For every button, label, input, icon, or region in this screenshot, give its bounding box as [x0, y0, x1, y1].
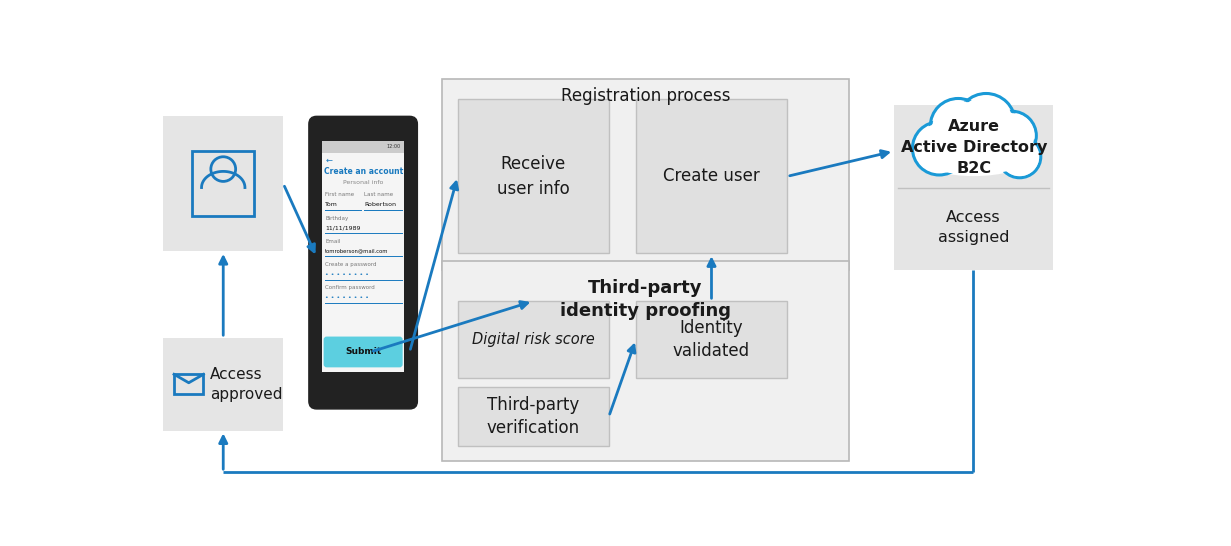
Text: First name: First name	[325, 192, 355, 198]
FancyBboxPatch shape	[442, 261, 849, 461]
FancyBboxPatch shape	[309, 116, 417, 409]
Circle shape	[933, 100, 984, 152]
Circle shape	[912, 122, 966, 175]
Circle shape	[990, 113, 1034, 158]
Text: Create a password: Create a password	[325, 262, 377, 266]
FancyBboxPatch shape	[636, 301, 787, 378]
Text: • • • • • • • •: • • • • • • • •	[325, 272, 369, 277]
Text: tomroberson@mail.com: tomroberson@mail.com	[325, 248, 389, 254]
FancyBboxPatch shape	[442, 79, 849, 270]
Text: Digital risk score: Digital risk score	[471, 332, 595, 347]
Ellipse shape	[922, 144, 1025, 175]
Text: Email: Email	[325, 239, 341, 244]
Text: Azure
Active Directory
B2C: Azure Active Directory B2C	[901, 118, 1048, 176]
Circle shape	[956, 93, 1016, 151]
FancyBboxPatch shape	[458, 99, 609, 253]
Circle shape	[998, 135, 1040, 178]
Text: Confirm password: Confirm password	[325, 285, 375, 290]
Ellipse shape	[921, 143, 1027, 176]
Text: Third-party
identity proofing: Third-party identity proofing	[560, 279, 731, 321]
Text: Personal info: Personal info	[343, 180, 383, 185]
Text: Submit: Submit	[345, 347, 382, 357]
Text: ←: ←	[325, 156, 332, 164]
Circle shape	[1000, 137, 1039, 176]
FancyBboxPatch shape	[323, 141, 404, 152]
Text: Registration process: Registration process	[561, 87, 730, 105]
Text: 12:00: 12:00	[387, 144, 400, 149]
FancyBboxPatch shape	[636, 99, 787, 253]
Text: • • • • • • • •: • • • • • • • •	[325, 295, 369, 300]
Text: User
created: User created	[943, 127, 1004, 162]
FancyBboxPatch shape	[894, 105, 1053, 270]
Text: 11/11/1989: 11/11/1989	[325, 225, 361, 230]
Text: Third-party
verification: Third-party verification	[486, 396, 580, 437]
Text: Tom: Tom	[325, 203, 339, 207]
FancyBboxPatch shape	[323, 141, 404, 372]
FancyBboxPatch shape	[324, 336, 403, 367]
Text: Create an account: Create an account	[324, 167, 403, 176]
FancyBboxPatch shape	[458, 301, 609, 378]
FancyBboxPatch shape	[458, 387, 609, 446]
FancyBboxPatch shape	[164, 116, 283, 251]
Text: Access
assigned: Access assigned	[938, 210, 1009, 245]
Circle shape	[959, 96, 1013, 149]
FancyBboxPatch shape	[164, 338, 283, 430]
Text: Access
approved: Access approved	[209, 367, 282, 402]
Text: Birthday: Birthday	[325, 216, 348, 221]
Circle shape	[931, 98, 986, 154]
Circle shape	[915, 124, 964, 173]
Text: Create user: Create user	[664, 168, 760, 186]
Text: Robertson: Robertson	[364, 203, 396, 207]
Text: Identity
validated: Identity validated	[673, 319, 750, 360]
Text: Receive
user info: Receive user info	[497, 155, 570, 198]
Text: Last name: Last name	[364, 192, 393, 198]
Circle shape	[987, 111, 1037, 160]
